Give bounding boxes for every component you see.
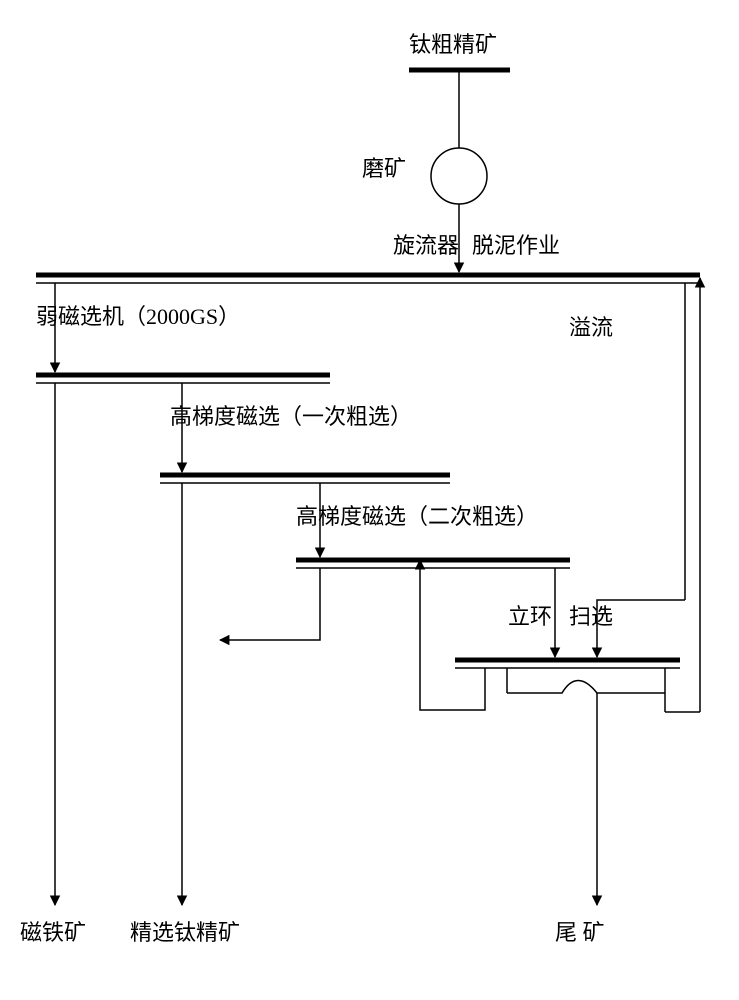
edge-scav-hump [507, 681, 665, 694]
label-out-tail: 尾 矿 [555, 920, 605, 945]
label-out-ticonc: 精选钛精矿 [130, 920, 240, 945]
label-cyclone-r: 脱泥作业 [472, 233, 560, 258]
node-grinding [431, 148, 487, 204]
label-cyclone-l: 旋流器 [393, 233, 459, 258]
edge-hgms2-ret [220, 568, 320, 640]
flowchart-canvas: 钛粗精矿 磨矿 旋流器 脱泥作业 弱磁选机（2000GS） 溢流 高梯度磁选（一… [0, 0, 739, 1000]
label-scav-l: 立环 [508, 604, 552, 629]
edge-scav-ret [420, 560, 485, 710]
label-hgms1: 高梯度磁选（一次粗选） [170, 404, 412, 429]
label-feed: 钛粗精矿 [409, 32, 497, 57]
label-grinding: 磨矿 [362, 156, 406, 181]
label-lims: 弱磁选机（2000GS） [36, 304, 240, 329]
label-scav-r: 扫选 [569, 604, 613, 629]
label-out-mag: 磁铁矿 [20, 920, 86, 945]
label-hgms2: 高梯度磁选（二次粗选） [296, 504, 538, 529]
label-overflow: 溢流 [569, 315, 613, 340]
